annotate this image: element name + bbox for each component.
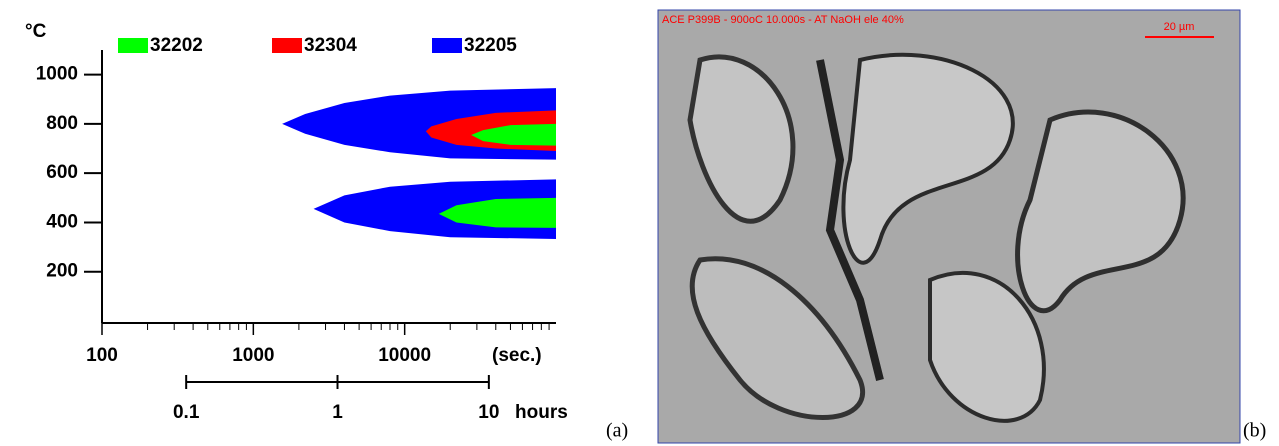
x2-tick-label: 10 <box>478 402 499 423</box>
y-tick-label: 1000 <box>36 64 78 85</box>
x-tick-label: 1000 <box>232 345 274 366</box>
x2-tick-label: 1 <box>332 402 343 423</box>
scale-bar-label: 20 µm <box>1164 21 1195 33</box>
legend-label: 32202 <box>150 35 203 56</box>
figure: ACE P399B - 900oC 10.000s - AT NaOH ele … <box>0 0 1279 446</box>
y-axis-label: °C <box>25 21 47 42</box>
plot: 200 400 600 800 1000 100 1000 10000 (sec.) 0.1 1 10… <box>36 35 568 423</box>
panel-label: (b) <box>1243 420 1266 442</box>
legend-swatch <box>118 38 148 53</box>
y-tick-label: 200 <box>46 261 78 282</box>
x2-tick-label: 0.1 <box>173 402 200 423</box>
legend-swatch <box>432 38 462 53</box>
legend-label: 32304 <box>304 35 357 56</box>
micrograph-caption: ACE P399B - 900oC 10.000s - AT NaOH ele … <box>662 14 904 26</box>
x-tick-label: 100 <box>86 345 118 366</box>
y-tick-label: 400 <box>46 211 78 232</box>
x2-axis-label: hours <box>515 402 568 423</box>
y-tick-label: 800 <box>46 113 78 134</box>
x-axis-label: (sec.) <box>492 345 542 366</box>
x-tick-label: 10000 <box>378 345 431 366</box>
legend-swatch <box>272 38 302 53</box>
y-tick-label: 600 <box>46 162 78 183</box>
panel-label: (a) <box>606 420 628 442</box>
micrograph: ACE P399B - 900oC 10.000s - AT NaOH ele … <box>658 10 1240 443</box>
legend-label: 32205 <box>464 35 517 56</box>
